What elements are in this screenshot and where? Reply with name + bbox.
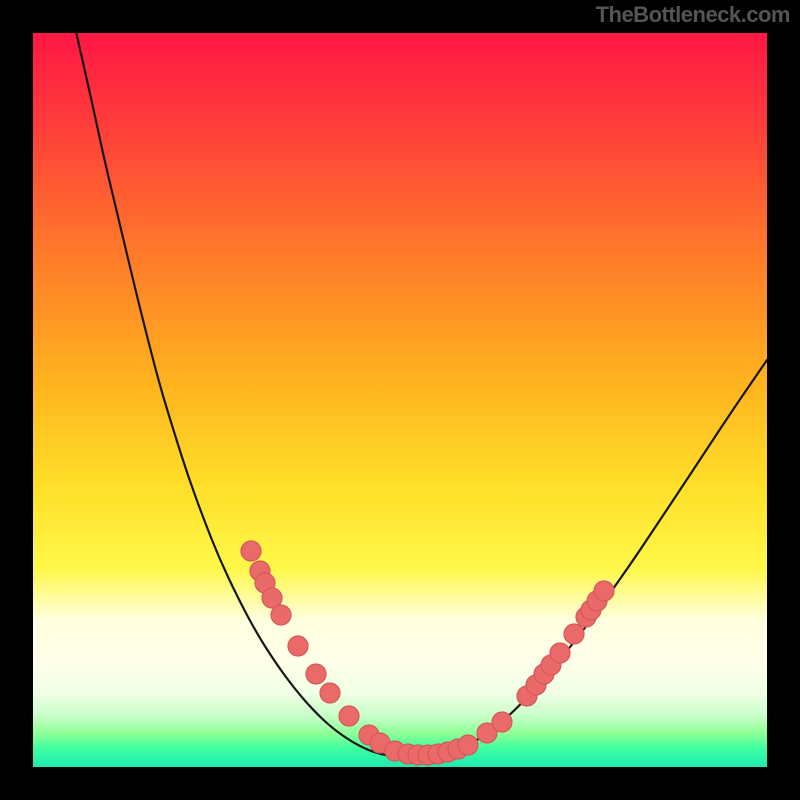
data-marker (339, 706, 359, 726)
data-marker (288, 636, 308, 656)
watermark-text: TheBottleneck.com (596, 2, 790, 28)
data-marker (241, 541, 261, 561)
data-marker (492, 712, 512, 732)
chart-container: TheBottleneck.com (0, 0, 800, 800)
bottleneck-chart (0, 0, 800, 800)
data-marker (306, 664, 326, 684)
data-marker (550, 643, 570, 663)
data-marker (594, 581, 614, 601)
data-marker (458, 735, 478, 755)
data-marker (271, 605, 291, 625)
data-marker (320, 683, 340, 703)
data-marker (564, 624, 584, 644)
plot-background (33, 33, 767, 767)
